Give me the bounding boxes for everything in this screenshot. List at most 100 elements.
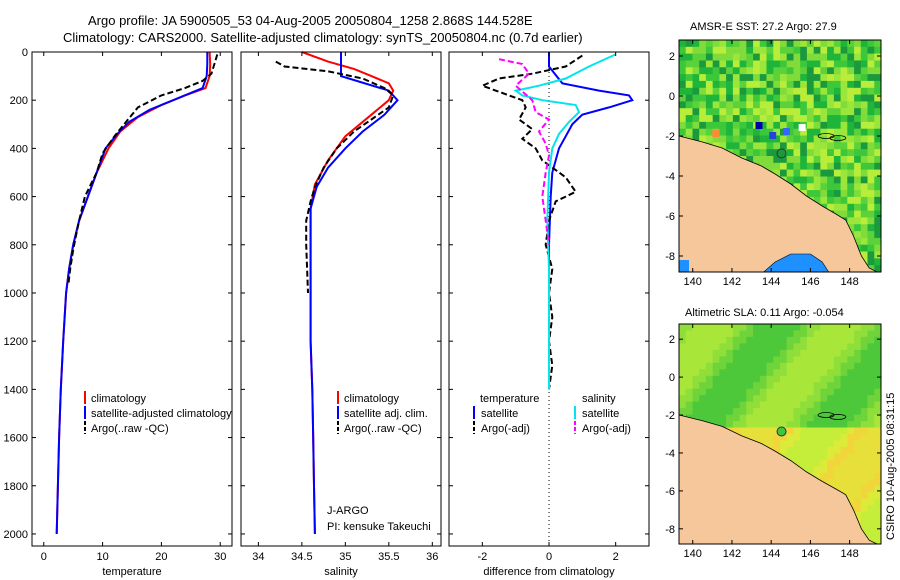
- sst-cell: [874, 101, 881, 109]
- sst-cell: [854, 162, 862, 171]
- sla-cell: [692, 414, 700, 422]
- sst-cell: [685, 67, 693, 75]
- sla-cell: [874, 414, 881, 422]
- sst-cell: [793, 121, 801, 130]
- sla-cell: [685, 388, 693, 396]
- sla-cell: [800, 375, 808, 383]
- sla-cell: [820, 472, 828, 480]
- sla-cell: [874, 518, 881, 526]
- sla-cell: [854, 388, 862, 396]
- sla-cell: [860, 421, 869, 429]
- sla-cell: [712, 395, 720, 403]
- sst-cell: [759, 80, 768, 89]
- sst-cell: [874, 203, 881, 212]
- sla-cell: [746, 324, 754, 332]
- sst-cell: [786, 162, 794, 171]
- sst-cell: [719, 101, 727, 109]
- sla-cell: [860, 479, 869, 487]
- sst-cell: [759, 156, 768, 164]
- sla-cell: [746, 343, 754, 351]
- sst-cell: [833, 108, 842, 116]
- sla-cell: [786, 388, 794, 396]
- sla-cell: [847, 343, 855, 351]
- sla-cell: [699, 388, 707, 396]
- sst-cell: [813, 115, 821, 123]
- sst-cell: [766, 162, 774, 171]
- sst-cell: [813, 108, 821, 116]
- sla-cell: [820, 349, 828, 357]
- sla-cell: [732, 336, 741, 344]
- sst-cell: [867, 162, 875, 171]
- sla-cell: [854, 408, 862, 416]
- sst-cell: [786, 149, 794, 157]
- sla-cell: [685, 375, 693, 383]
- sst-cell: [786, 60, 794, 68]
- sla-cell: [820, 336, 828, 344]
- sla-cell: [705, 375, 714, 383]
- sla-cell: [833, 446, 842, 454]
- sst-cell: [867, 210, 875, 218]
- sla-cell: [860, 356, 869, 364]
- sla-cell: [840, 446, 848, 454]
- x-tick-label: 30: [214, 551, 226, 563]
- sla-cell: [732, 414, 741, 422]
- sla-cell: [780, 362, 788, 370]
- sst-cell: [685, 115, 693, 123]
- sla-cell: [793, 427, 801, 435]
- sla-cell: [813, 421, 821, 429]
- sst-cell: [793, 74, 801, 82]
- sla-cell: [854, 395, 862, 403]
- sst-cell: [860, 203, 869, 212]
- sla-cell: [867, 472, 875, 480]
- sst-cell: [874, 224, 881, 232]
- sla-cell: [860, 518, 869, 526]
- legend-label-sal-argo: Argo(-adj): [582, 423, 631, 435]
- sla-cell: [860, 324, 869, 332]
- sla-cell: [746, 421, 754, 429]
- sla-cell: [780, 414, 788, 422]
- y-tick-label: 0: [669, 372, 675, 384]
- sla-cell: [699, 343, 707, 351]
- sla-cell: [793, 453, 801, 461]
- sst-cell: [833, 46, 842, 55]
- sst-cell: [806, 162, 815, 171]
- sla-cell: [732, 349, 741, 357]
- sst-cell: [827, 94, 835, 102]
- sla-cell: [854, 505, 862, 513]
- sst-cell: [806, 46, 815, 55]
- sst-cell: [813, 135, 821, 143]
- sla-cell: [854, 375, 862, 383]
- sla-map: 140 142 144 146 148 -8 -6 -4 -2 0 2: [665, 323, 882, 560]
- sla-cell: [699, 401, 707, 409]
- sst-cell: [759, 67, 768, 75]
- sst-cell: [712, 60, 720, 68]
- sla-cell: [806, 375, 815, 383]
- sst-cell: [679, 40, 687, 48]
- sst-cell: [860, 74, 869, 82]
- sst-cell: [813, 94, 821, 102]
- sla-cell: [854, 485, 862, 493]
- sla-cell: [793, 369, 801, 377]
- x-tick-label: 142: [723, 548, 741, 560]
- sla-cell: [854, 472, 862, 480]
- sla-cell: [732, 427, 741, 435]
- sla-cell: [867, 485, 875, 493]
- sst-cell: [732, 142, 741, 150]
- sst-cell: [874, 258, 881, 266]
- sst-cell: [793, 60, 801, 68]
- sla-cell: [766, 440, 774, 448]
- sst-cell: [766, 135, 774, 143]
- sla-cell: [813, 324, 821, 332]
- sst-cell: [766, 115, 774, 123]
- sst-cell: [692, 46, 700, 55]
- sst-cell: [867, 94, 875, 102]
- sst-cell: [712, 135, 720, 143]
- sla-cell: [827, 440, 835, 448]
- sla-cell: [806, 459, 815, 467]
- sst-cell: [860, 156, 869, 164]
- sla-cell: [786, 414, 794, 422]
- sla-cell: [793, 408, 801, 416]
- sla-cell: [840, 369, 848, 377]
- sla-cell: [739, 375, 747, 383]
- sst-cell: [679, 53, 687, 61]
